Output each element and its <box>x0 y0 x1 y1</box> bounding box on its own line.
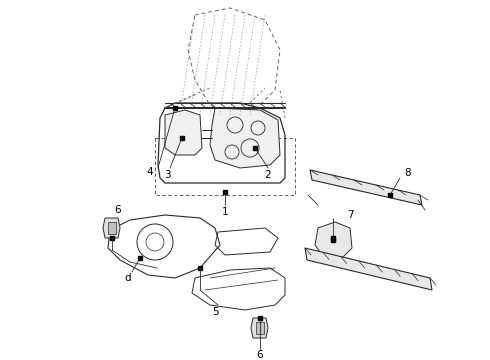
Polygon shape <box>165 110 202 155</box>
Polygon shape <box>310 170 422 205</box>
Text: 5: 5 <box>212 307 219 317</box>
Text: 7: 7 <box>347 210 353 220</box>
Text: 8: 8 <box>405 168 411 178</box>
Polygon shape <box>315 222 352 258</box>
Polygon shape <box>251 318 268 338</box>
Text: 6: 6 <box>115 205 122 215</box>
Text: 3: 3 <box>164 170 171 180</box>
Text: 2: 2 <box>265 170 271 180</box>
Bar <box>256 322 264 334</box>
Bar <box>108 222 116 234</box>
Text: 6: 6 <box>257 350 263 360</box>
Polygon shape <box>210 108 280 168</box>
Polygon shape <box>103 218 120 238</box>
Text: 1: 1 <box>221 207 228 217</box>
Text: d: d <box>124 273 131 283</box>
Polygon shape <box>305 248 432 290</box>
Bar <box>155 138 295 195</box>
Text: 4: 4 <box>147 167 153 177</box>
